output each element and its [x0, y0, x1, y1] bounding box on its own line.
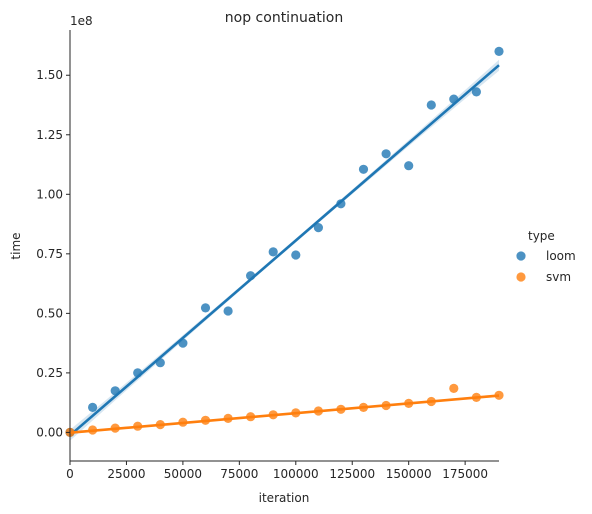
loom-point	[404, 161, 414, 171]
x-tick-label: 50000	[164, 467, 202, 481]
plot-area: 0 25000 50000 75000 100000 125000 150000 175000…	[36, 30, 504, 481]
svm-point	[494, 390, 504, 400]
y-axis-label: time	[9, 232, 23, 259]
x-tick-label: 25000	[107, 467, 145, 481]
y-tick-label: 0.50	[36, 306, 63, 320]
x-tick-label: 75000	[220, 467, 258, 481]
loom-point	[268, 247, 278, 257]
svm-regression-line	[69, 394, 500, 434]
y-tick-label: 0.75	[36, 247, 63, 261]
y-tick-label: 1.25	[36, 128, 63, 142]
x-axis-label: iteration	[259, 491, 310, 505]
y-tick-label: 0.25	[36, 366, 63, 380]
legend-marker-loom	[516, 251, 526, 261]
loom-point	[426, 100, 436, 110]
legend-marker-svm	[516, 272, 526, 282]
loom-point	[381, 149, 391, 159]
legend-label-loom: loom	[546, 249, 576, 263]
loom-point	[471, 87, 481, 97]
loom-regression-line	[69, 64, 500, 437]
x-tick-label: 125000	[329, 467, 375, 481]
loom-point	[223, 306, 233, 316]
y-tick-label: 1.00	[36, 187, 63, 201]
legend-title: type	[528, 229, 555, 243]
loom-point	[313, 223, 323, 233]
x-tick-label: 175000	[442, 467, 488, 481]
y-tick-label: 1.50	[36, 68, 63, 82]
loom-point	[358, 164, 369, 174]
x-tick-label: 150000	[386, 467, 432, 481]
svm-point	[449, 383, 459, 393]
legend: type loom svm	[516, 229, 576, 284]
x-tick-label: 100000	[273, 467, 319, 481]
loom-point	[291, 250, 301, 260]
loom-point	[494, 46, 504, 57]
legend-label-svm: svm	[546, 270, 571, 284]
y-offset-label: 1e8	[70, 14, 93, 28]
loom-point	[336, 199, 346, 209]
chart-title: nop continuation	[225, 10, 343, 26]
x-tick-label: 0	[66, 467, 74, 481]
loom-point	[200, 303, 211, 313]
loom-point	[88, 402, 98, 412]
y-tick-label: 0.00	[36, 425, 63, 439]
